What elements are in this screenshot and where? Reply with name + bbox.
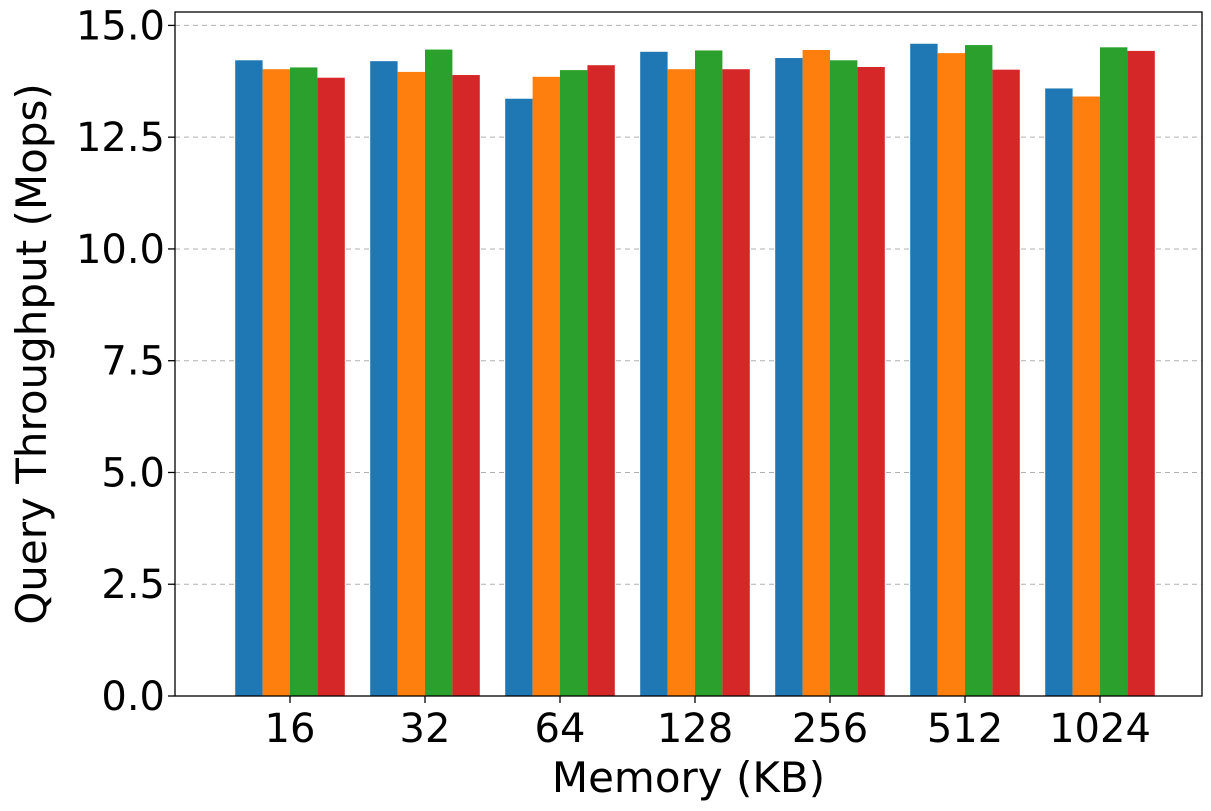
- bar: [937, 53, 965, 697]
- bar: [1045, 88, 1073, 696]
- y-tick-label: 12.5: [76, 115, 165, 161]
- x-tick-label: 1024: [1049, 706, 1151, 752]
- x-axis-title: Memory (KB): [552, 753, 825, 802]
- bar: [910, 43, 938, 697]
- bar: [532, 76, 560, 696]
- bar: [317, 77, 345, 696]
- bar: [1100, 47, 1128, 697]
- bar: [452, 75, 480, 697]
- x-tick-label: 512: [927, 706, 1003, 752]
- bar: [830, 60, 858, 697]
- bar: [1127, 50, 1155, 697]
- bar: [802, 50, 830, 696]
- y-tick-label: 10.0: [76, 227, 165, 273]
- bar: [425, 49, 453, 697]
- plot-frame: [174, 11, 1203, 697]
- x-tick-label: 32: [400, 706, 451, 752]
- y-axis-title: Query Throughput (Mops): [7, 83, 56, 625]
- x-tick-label: 64: [535, 706, 586, 752]
- y-tick-label: 2.5: [101, 562, 165, 608]
- bar: [857, 66, 885, 697]
- bar: [667, 69, 695, 697]
- bar: [560, 70, 588, 696]
- x-tick-label: 256: [792, 706, 868, 752]
- bar: [397, 71, 425, 696]
- bar: [262, 69, 290, 697]
- bar: [235, 60, 263, 697]
- bars: [235, 43, 1155, 697]
- bar: [695, 50, 723, 696]
- y-axis: 0.0 2.5 5.0 7.5 10.0 12.5 15.0: [76, 3, 175, 720]
- bar: [775, 58, 803, 696]
- y-tick-label: 7.5: [101, 339, 165, 385]
- bar: [640, 51, 668, 697]
- y-tick-label: 15.0: [76, 3, 165, 49]
- bar: [370, 61, 398, 697]
- bar: [505, 98, 533, 696]
- bar: [587, 65, 615, 696]
- bar: [1072, 96, 1100, 696]
- bar: [290, 67, 318, 696]
- bar: [992, 69, 1020, 696]
- bar: [965, 45, 993, 697]
- y-tick-label: 0.0: [101, 674, 165, 720]
- x-axis: 16 32 64 128 256 512 1024: [265, 696, 1151, 752]
- x-tick-label: 16: [265, 706, 316, 752]
- x-tick-label: 128: [657, 706, 733, 752]
- bar: [722, 69, 750, 697]
- y-tick-label: 5.0: [101, 450, 165, 496]
